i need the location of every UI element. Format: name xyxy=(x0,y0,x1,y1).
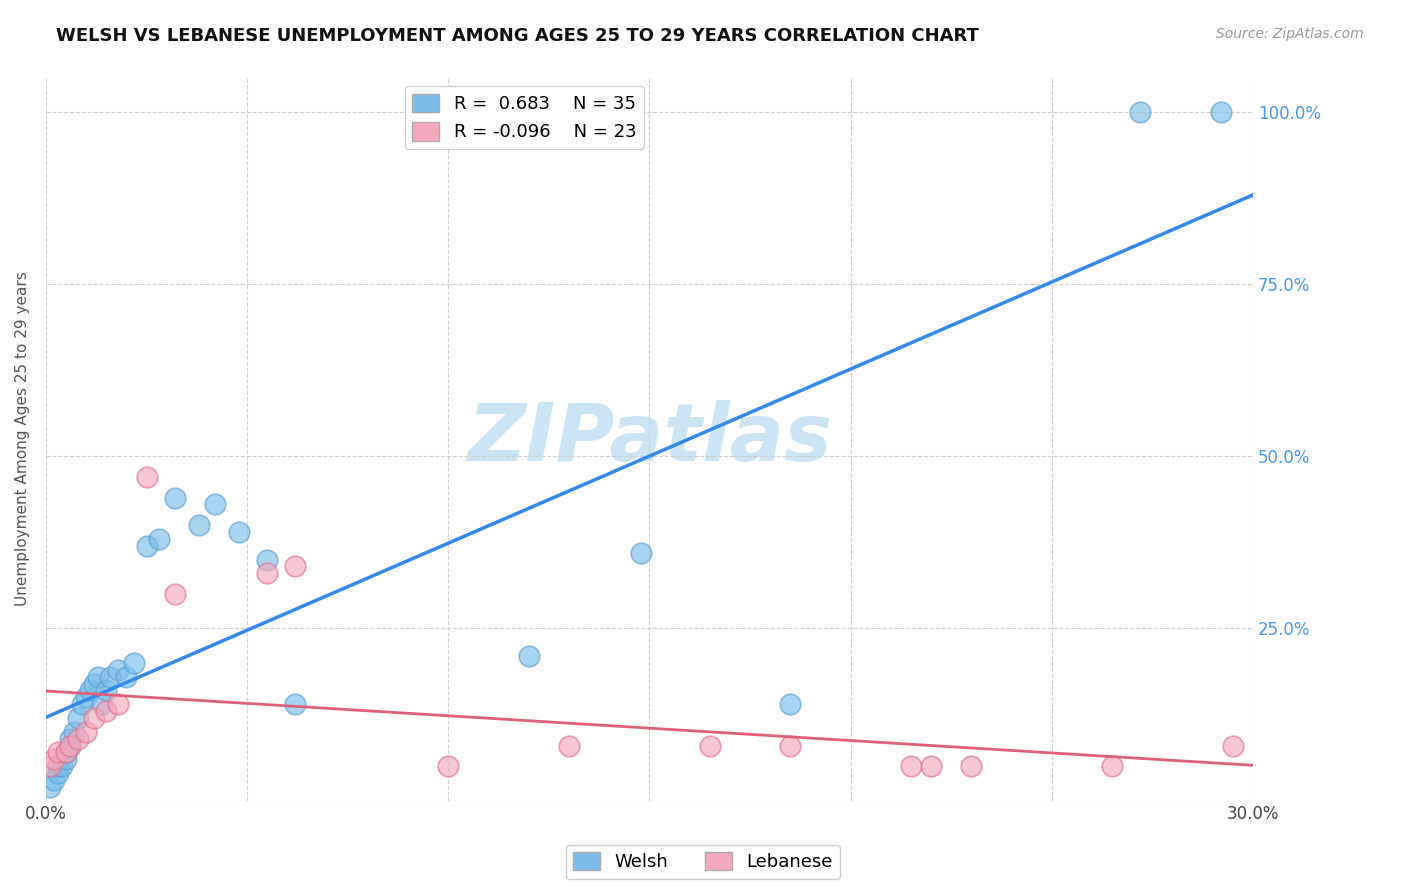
Point xyxy=(46,759,69,773)
Point xyxy=(437,759,460,773)
Point xyxy=(39,759,62,773)
Point xyxy=(91,697,114,711)
Point xyxy=(779,739,801,753)
Point xyxy=(42,772,65,787)
Text: Source: ZipAtlas.com: Source: ZipAtlas.com xyxy=(1216,27,1364,41)
Text: WELSH VS LEBANESE UNEMPLOYMENT AMONG AGES 25 TO 29 YEARS CORRELATION CHART: WELSH VS LEBANESE UNEMPLOYMENT AMONG AGE… xyxy=(56,27,979,45)
Point xyxy=(70,697,93,711)
Point xyxy=(55,746,77,760)
Point xyxy=(558,739,581,753)
Point xyxy=(1209,104,1232,119)
Point xyxy=(96,704,118,718)
Point xyxy=(630,546,652,560)
Point xyxy=(517,648,540,663)
Point xyxy=(900,759,922,773)
Point xyxy=(187,518,209,533)
Point xyxy=(75,690,97,705)
Point xyxy=(163,491,186,505)
Point xyxy=(83,711,105,725)
Point xyxy=(1129,104,1152,119)
Point xyxy=(59,731,82,746)
Point xyxy=(107,663,129,677)
Point xyxy=(67,711,90,725)
Point xyxy=(39,780,62,794)
Point xyxy=(67,731,90,746)
Point xyxy=(779,697,801,711)
Point xyxy=(124,656,146,670)
Point xyxy=(204,498,226,512)
Point xyxy=(59,739,82,753)
Point xyxy=(63,724,86,739)
Point xyxy=(699,739,721,753)
Point xyxy=(96,683,118,698)
Legend: Welsh, Lebanese: Welsh, Lebanese xyxy=(567,845,839,879)
Y-axis label: Unemployment Among Ages 25 to 29 years: Unemployment Among Ages 25 to 29 years xyxy=(15,272,30,607)
Point xyxy=(256,566,278,581)
Point xyxy=(107,697,129,711)
Point xyxy=(51,759,73,773)
Point xyxy=(46,766,69,780)
Point xyxy=(256,552,278,566)
Point xyxy=(1222,739,1244,753)
Point xyxy=(920,759,942,773)
Point xyxy=(284,559,307,574)
Legend: R =  0.683    N = 35, R = -0.096    N = 23: R = 0.683 N = 35, R = -0.096 N = 23 xyxy=(405,87,644,149)
Point xyxy=(46,746,69,760)
Point xyxy=(135,539,157,553)
Point xyxy=(55,752,77,766)
Point xyxy=(1101,759,1123,773)
Point xyxy=(163,587,186,601)
Point xyxy=(59,739,82,753)
Point xyxy=(55,746,77,760)
Point xyxy=(98,670,121,684)
Point xyxy=(87,670,110,684)
Point xyxy=(148,532,170,546)
Point xyxy=(135,470,157,484)
Point xyxy=(75,724,97,739)
Point xyxy=(42,752,65,766)
Point xyxy=(79,683,101,698)
Point xyxy=(228,524,250,539)
Point xyxy=(115,670,138,684)
Point xyxy=(960,759,983,773)
Point xyxy=(284,697,307,711)
Point xyxy=(83,676,105,690)
Text: ZIPatlas: ZIPatlas xyxy=(467,400,832,478)
